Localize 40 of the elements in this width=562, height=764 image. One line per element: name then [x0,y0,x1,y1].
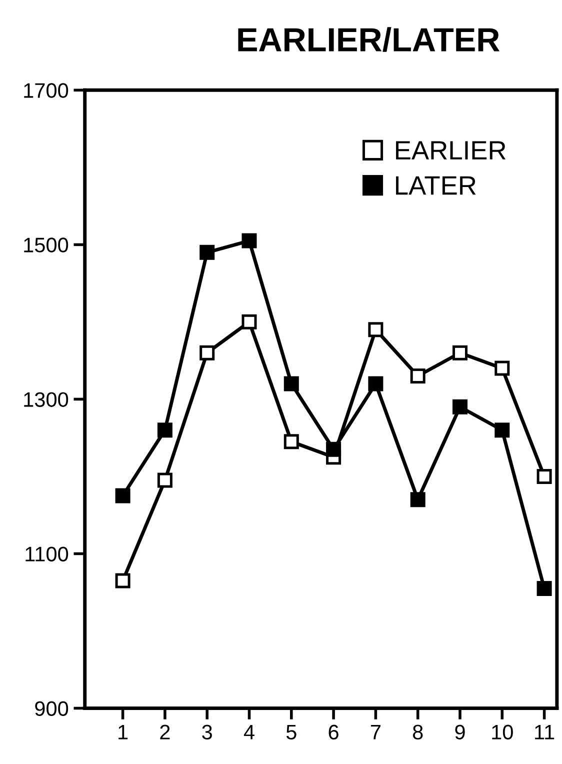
point [157,422,172,438]
point [368,376,384,392]
point [242,314,257,330]
legend-label: EARLIER [396,141,506,160]
point [200,244,215,260]
point [115,573,130,588]
x-tick-label: 10 [492,724,513,740]
x-tick-label: 4 [244,724,254,740]
legend-label: LATER [396,176,476,195]
point [157,472,172,488]
point [326,442,342,457]
point [200,345,215,360]
x-tick-label: 5 [286,724,296,740]
y-tick-label: 1100 [26,546,68,562]
point [410,368,426,384]
point [284,376,299,392]
x-tick-label: 6 [328,724,338,740]
x-tick-label: 9 [455,724,465,740]
point [536,580,552,596]
point [115,488,130,504]
point [452,345,468,360]
point [284,434,299,450]
y-tick-label: 1700 [24,83,68,98]
x-tick-label: 11 [535,724,554,740]
y-tick-label: 1300 [24,392,68,407]
x-tick-label: 8 [412,724,423,740]
point [410,492,426,508]
y-tick-label: 900 [35,701,68,716]
x-tick-label: 1 [118,724,128,740]
point [368,322,384,338]
chart-title: EARLIER/LATER [238,27,500,52]
point [494,422,510,438]
x-tick-label: 2 [160,724,170,740]
point [452,399,468,414]
point [536,468,552,484]
y-tick-label: 1500 [24,238,68,252]
point [242,233,257,248]
point [494,360,510,376]
x-tick-label: 3 [202,724,212,740]
x-tick-label: 7 [370,724,380,740]
